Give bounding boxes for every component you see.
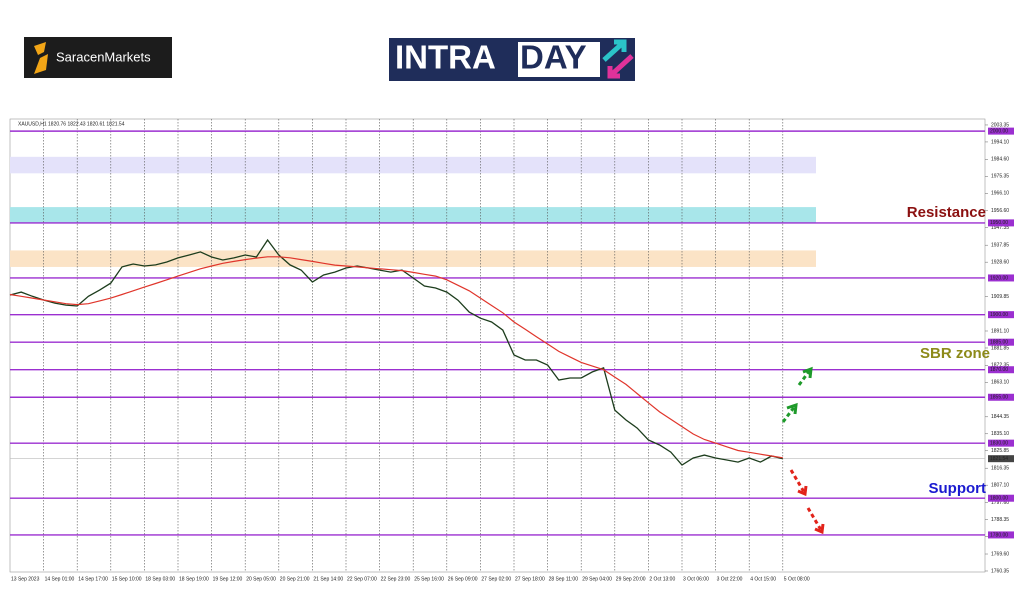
y-tick-label: 1769.60 <box>991 551 1009 557</box>
y-tick-label: 2003.35 <box>991 122 1009 128</box>
x-tick-label: 20 Sep 21:00 <box>280 576 310 582</box>
x-tick-label: 29 Sep 20:00 <box>616 576 646 582</box>
y-tick-label: 1788.35 <box>991 517 1009 523</box>
x-tick-label: 22 Sep 07:00 <box>347 576 377 582</box>
level-label: 2000.00 <box>990 128 1008 134</box>
x-tick-label: 25 Sep 16:00 <box>414 576 444 582</box>
level-label-box <box>988 338 1014 346</box>
annotation: SBR zone <box>920 345 990 362</box>
x-tick-label: 20 Sep 05:00 <box>246 576 276 582</box>
logo-arrow-down <box>607 54 634 79</box>
level-label-box <box>988 366 1014 374</box>
x-tick-label: 19 Sep 12:00 <box>213 576 243 582</box>
x-tick-label: 26 Sep 09:00 <box>448 576 478 582</box>
x-tick-label: 3 Oct 06:00 <box>683 576 709 582</box>
level-label-box <box>988 439 1014 447</box>
y-tick-label: 1863.10 <box>991 380 1009 386</box>
logo-arrow-up <box>602 39 627 62</box>
logo-day-box <box>518 42 600 77</box>
x-tick-label: 14 Sep 01:00 <box>45 576 75 582</box>
level-label-box <box>988 494 1014 502</box>
x-tick-label: 15 Sep 10:00 <box>112 576 142 582</box>
annotation: Resistance <box>907 204 986 221</box>
y-tick-label: 1844.35 <box>991 414 1009 420</box>
level-label: 1950.00 <box>990 220 1008 226</box>
y-tick-label: 1835.10 <box>991 431 1009 437</box>
plot-frame <box>9 118 986 573</box>
moving-average <box>9 256 783 459</box>
x-tick-label: 2 Oct 13:00 <box>649 576 675 582</box>
x-tick-label: 5 Oct 08:00 <box>784 576 810 582</box>
y-tick-label: 1881.85 <box>991 345 1009 351</box>
logo-day: DAY <box>520 39 587 76</box>
x-tick-label: 14 Sep 17:00 <box>78 576 108 582</box>
current-price-box <box>988 455 1014 463</box>
y-tick-label: 1937.85 <box>991 243 1009 249</box>
y-tick-label: 1975.35 <box>991 174 1009 180</box>
level-label: 1870.00 <box>990 367 1008 373</box>
y-tick-label: 1760.35 <box>991 568 1009 574</box>
x-tick-label: 18 Sep 19:00 <box>179 576 209 582</box>
brand-icon <box>34 42 48 74</box>
level-label-box <box>988 393 1014 401</box>
x-tick-label: 3 Oct 22:00 <box>717 576 743 582</box>
level-label-box <box>988 274 1014 282</box>
y-tick-label: 1947.35 <box>991 225 1009 231</box>
x-tick-label: 13 Sep 2023 <box>11 576 40 582</box>
x-tick-label: 27 Sep 02:00 <box>481 576 511 582</box>
chart-header: XAUUSD,H1 1820.76 1822.43 1820.61 1821.5… <box>18 121 125 127</box>
y-tick-label: 1984.60 <box>991 157 1009 163</box>
y-tick-label: 1909.85 <box>991 294 1009 300</box>
y-tick-label: 1891.10 <box>991 328 1009 334</box>
level-label: 1855.00 <box>990 395 1008 401</box>
y-tick-label: 1928.60 <box>991 259 1009 265</box>
level-label: 1900.00 <box>990 312 1008 318</box>
level-label: 1830.00 <box>990 440 1008 446</box>
level-label: 1920.00 <box>990 275 1008 281</box>
level-label: 1780.00 <box>990 532 1008 538</box>
current-price-label: 1821.54 <box>990 456 1008 462</box>
y-tick-label: 1807.10 <box>991 483 1009 489</box>
level-label: 1885.00 <box>990 340 1008 346</box>
brand-logo <box>24 37 172 78</box>
price-line <box>9 238 783 466</box>
level-label-box <box>988 127 1014 135</box>
logo-intra: INTRA <box>395 39 496 76</box>
x-tick-label: 18 Sep 03:00 <box>145 576 175 582</box>
y-tick-label: 1966.10 <box>991 191 1009 197</box>
x-tick-label: 21 Sep 14:00 <box>313 576 343 582</box>
forecast-arrows <box>781 366 825 535</box>
y-tick-label: 1816.35 <box>991 466 1009 472</box>
y-tick-label: 1825.85 <box>991 448 1009 454</box>
level-label-box <box>988 531 1014 539</box>
x-tick-label: 27 Sep 18:00 <box>515 576 545 582</box>
annotation: Support <box>929 480 987 497</box>
x-tick-label: 29 Sep 04:00 <box>582 576 612 582</box>
level-label-box <box>988 311 1014 319</box>
brand-name: SaracenMarkets <box>56 49 151 64</box>
y-tick-label: 1994.10 <box>991 139 1009 145</box>
y-tick-label: 1872.35 <box>991 363 1009 369</box>
x-tick-label: 4 Oct 15:00 <box>750 576 776 582</box>
level-label: 1800.00 <box>990 496 1008 502</box>
y-tick-label: 1797.60 <box>991 500 1009 506</box>
y-tick-label: 1956.60 <box>991 208 1009 214</box>
level-label-box <box>988 219 1014 227</box>
x-tick-label: 28 Sep 11:00 <box>549 576 579 582</box>
x-tick-label: 22 Sep 23:00 <box>381 576 411 582</box>
